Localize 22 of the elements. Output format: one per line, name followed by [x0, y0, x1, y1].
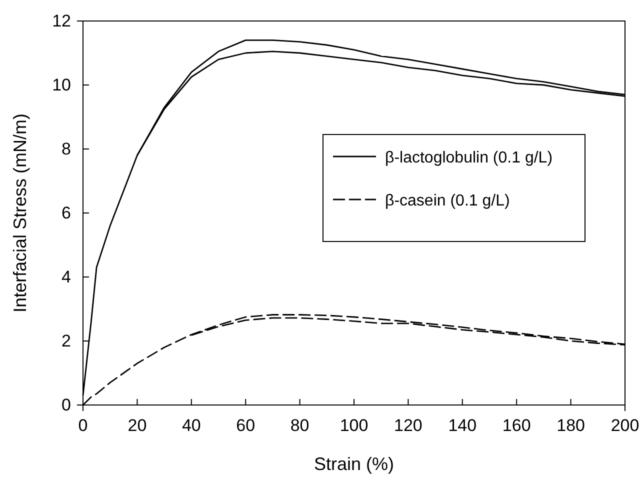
legend-label: β-lactoglobulin (0.1 g/L): [385, 150, 553, 166]
y-tick-label: 6: [62, 203, 71, 222]
x-tick-label: 200: [610, 416, 640, 436]
y-tick-label: 2: [62, 331, 71, 350]
y-tick-label: 10: [52, 75, 71, 94]
x-tick-label: 80: [290, 416, 310, 436]
x-tick-label: 20: [128, 416, 147, 436]
y-tick-label: 4: [62, 267, 71, 286]
x-tick-label: 120: [394, 416, 422, 436]
x-tick-label: 40: [182, 416, 201, 436]
x-tick-label: 160: [502, 416, 531, 436]
y-axis-title: Interfacial Stress (mN/m): [10, 113, 30, 313]
x-tick-label: 60: [236, 416, 256, 436]
x-tick-label: 100: [340, 416, 368, 436]
x-tick-label: 140: [448, 416, 477, 436]
y-tick-label: 12: [52, 11, 71, 30]
x-tick-label: 0: [78, 416, 88, 436]
x-tick-label: 180: [556, 416, 585, 436]
legend-label: β-casein (0.1 g/L): [385, 192, 510, 210]
x-axis-title: Strain (%): [314, 454, 394, 474]
y-tick-label: 0: [62, 395, 71, 414]
y-tick-label: 8: [62, 139, 71, 158]
